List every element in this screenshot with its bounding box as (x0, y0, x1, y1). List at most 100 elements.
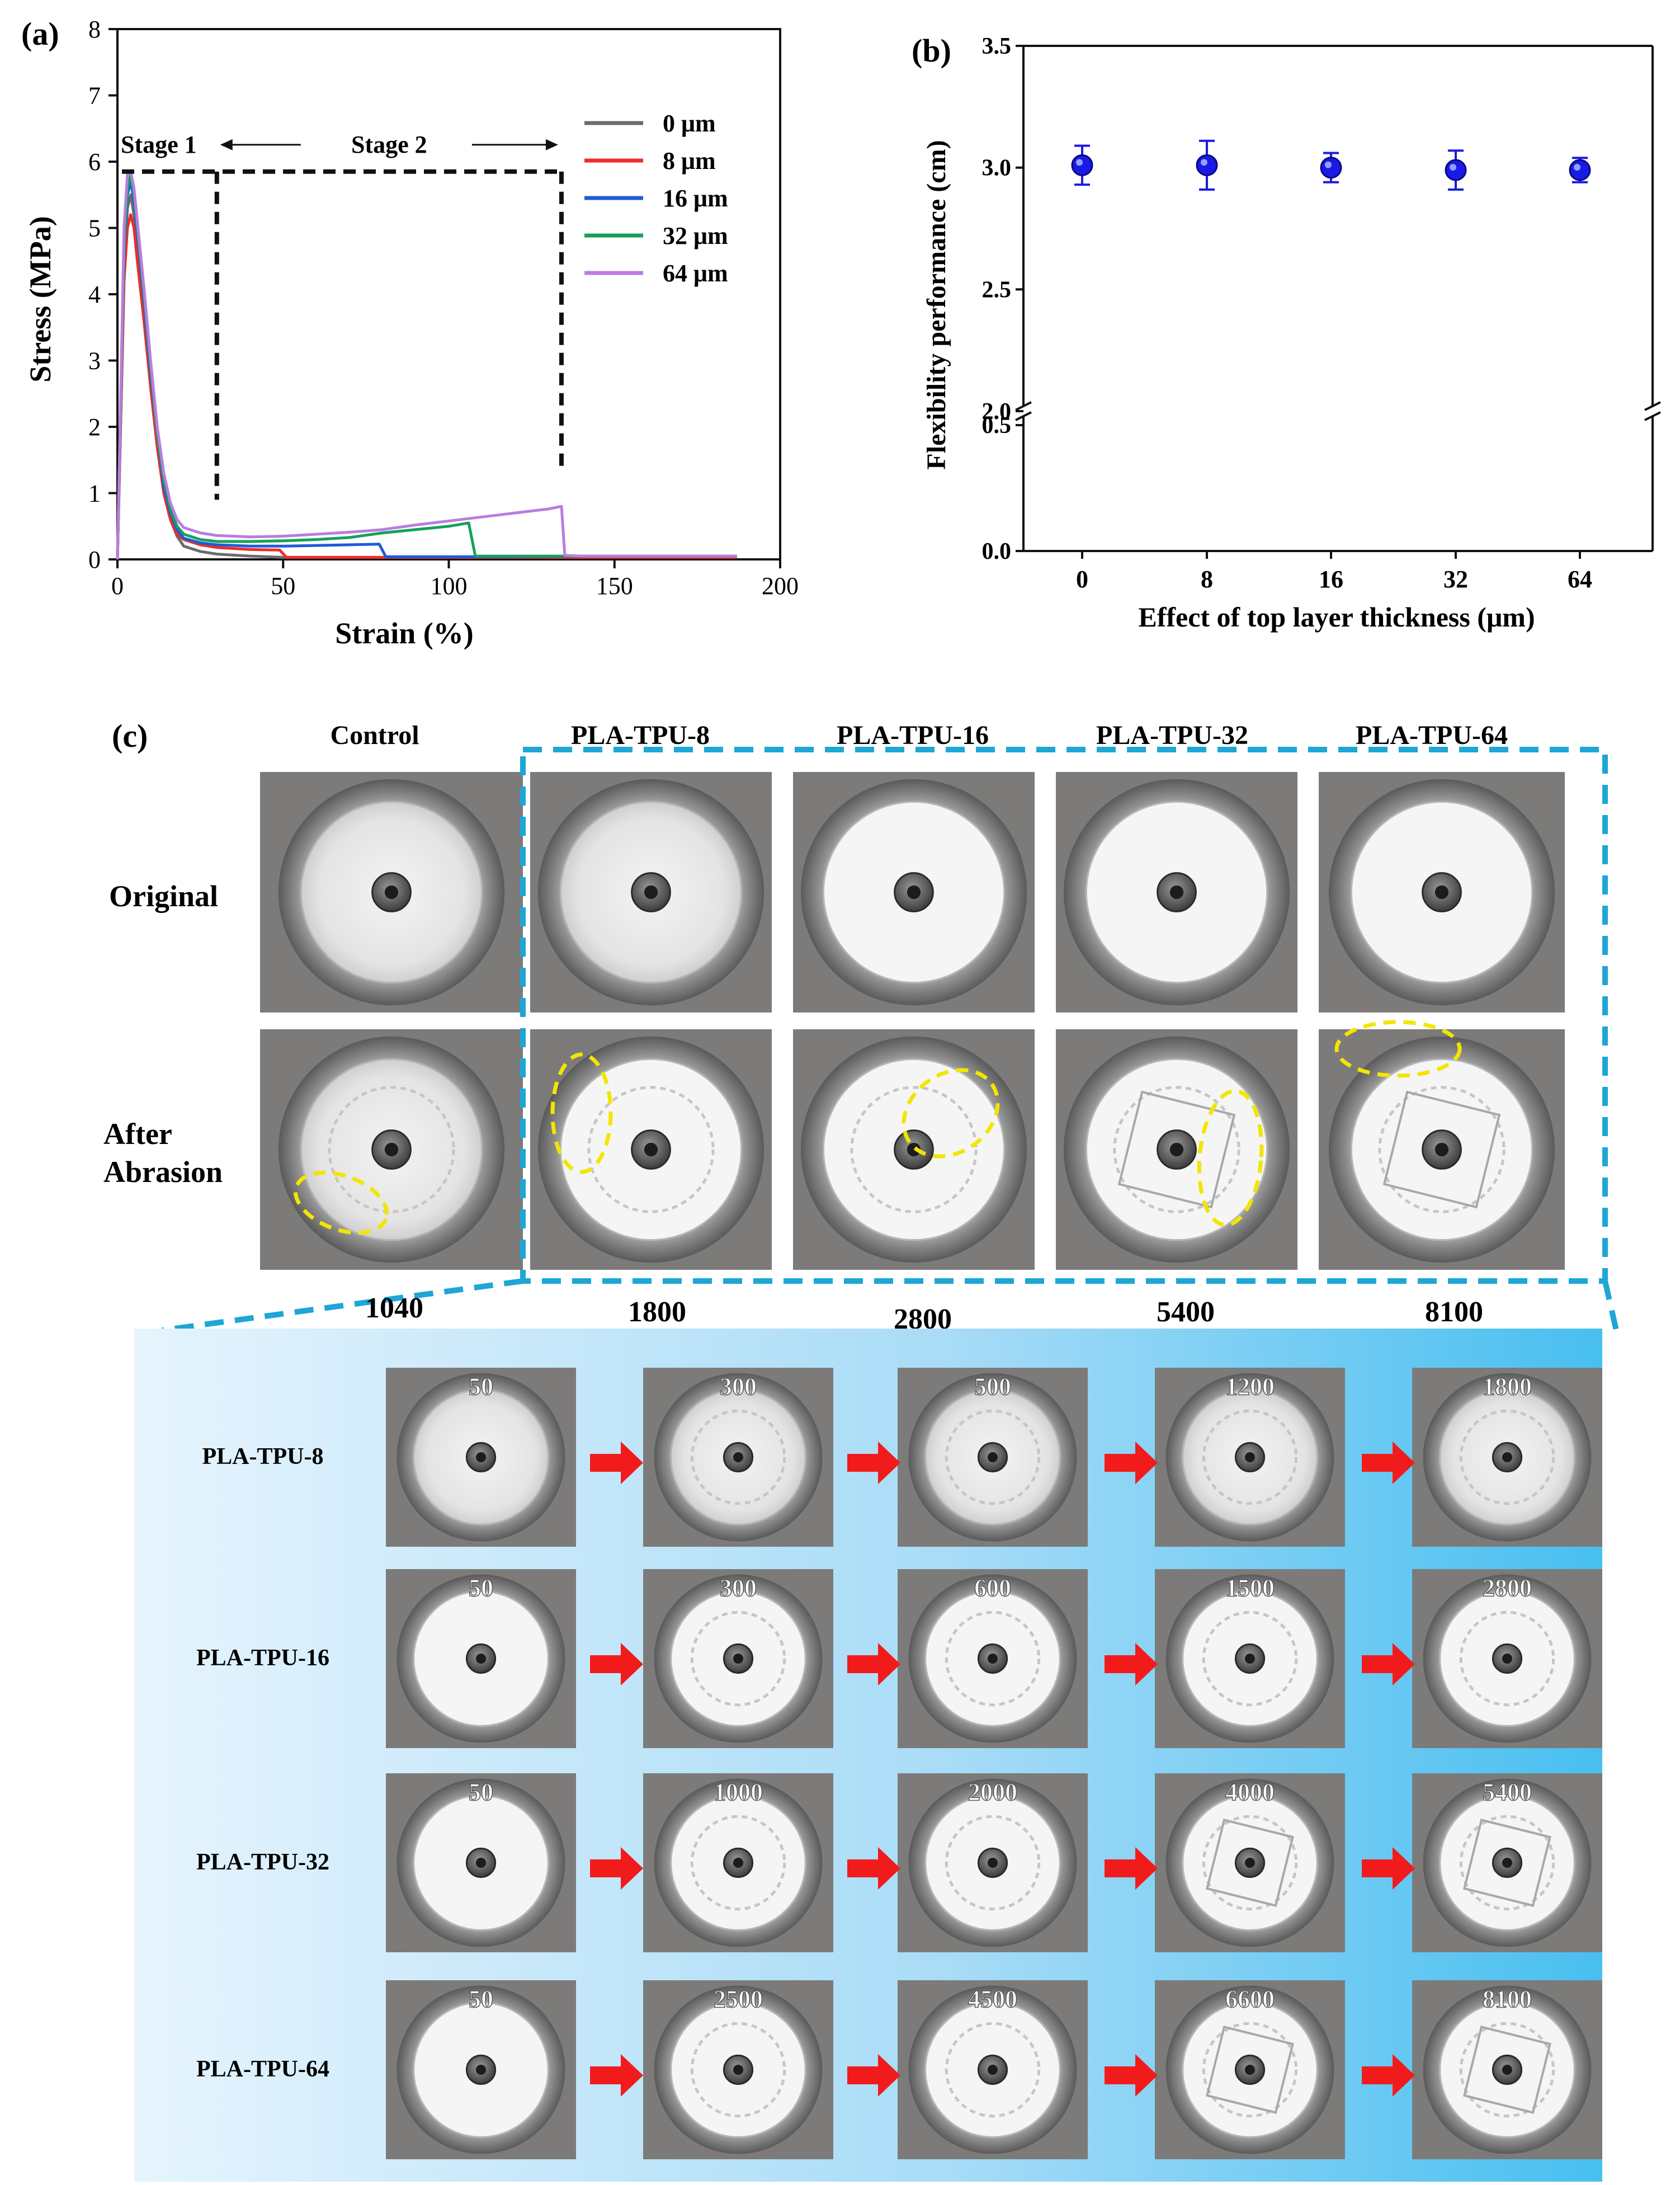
panel-c-column-header: PLA-TPU-64 (1356, 721, 1508, 750)
panel-a-y-tick-label: 8 (88, 16, 101, 43)
panel-a-series-line (116, 173, 737, 560)
panel-c-cycle-count: 500 (974, 1373, 1011, 1400)
sample-center-hole (1502, 1452, 1513, 1463)
sample-photo (1319, 772, 1565, 1013)
sample-wear-track (945, 1815, 1041, 1911)
panel-a-stress-strain-chart: (a) 0 50 100 150 200 0 1 2 3 4 5 6 7 8 Stage 1 Stage 2… (21, 16, 799, 650)
sample-center-hole (907, 885, 921, 900)
panel-b-y-tick-label: 2.0 (982, 399, 1012, 425)
panel-b-axis-break-mark (1015, 411, 1032, 421)
panel-a-series-line (116, 180, 737, 560)
panel-c-cycle-count: 6600 (1225, 1985, 1275, 2013)
panel-c-cycle-count: 50 (469, 1778, 493, 1806)
panel-c-abrasion-highlight (550, 1052, 613, 1174)
sample-wear-track (850, 1086, 978, 1213)
panel-c-row-label-line: Abrasion (103, 1155, 223, 1189)
panel-a-x-tick-label: 50 (271, 572, 295, 600)
panel-c-cycle-count: 1200 (1225, 1373, 1275, 1400)
panel-a-legend: 0 μm 8 μm 16 μm 32 μm 64 μm (584, 110, 728, 287)
sample-wear-track (1459, 2022, 1555, 2118)
panel-c-progression-arrow (590, 2054, 643, 2097)
panel-b-y-tick-label: 0.5 (982, 413, 1012, 439)
sample-center-hole (384, 1142, 399, 1157)
sample-center-hole (733, 2064, 744, 2075)
panel-a-legend-label: 64 μm (663, 260, 728, 287)
panel-b-data-point (1071, 154, 1093, 176)
panel-c-progression-arrow (847, 1442, 900, 1484)
sample-center-hole (644, 885, 658, 900)
sample-photo (260, 772, 523, 1013)
sample-photo (1412, 1368, 1602, 1547)
panel-c-cycle-count: 300 (720, 1574, 757, 1602)
sample-wear-track (945, 1611, 1041, 1707)
sample-wear-track (1202, 1611, 1298, 1707)
panel-b-x-axis-label: Effect of top layer thickness (μm) (1138, 601, 1535, 633)
panel-c-cycle-count: 50 (469, 1574, 493, 1602)
sample-center-hole (987, 1452, 998, 1463)
panel-c-cycle-count: 50 (469, 1373, 493, 1400)
sample-worn-film-edge (1206, 1819, 1294, 1907)
panel-c-abrasion-highlight (293, 1170, 389, 1235)
sample-center-hole (475, 2064, 487, 2075)
panel-c-progression-row-label: PLA-TPU-16 (196, 1645, 329, 1671)
panel-c-progression-row-label: PLA-TPU-32 (196, 1849, 329, 1875)
panel-c-abrasion-highlight (902, 1068, 1000, 1159)
sample-center-hole (475, 1452, 487, 1463)
panel-a-series-line (116, 193, 737, 560)
panel-c-cycle-count: 5400 (1483, 1778, 1532, 1806)
panel-c-abrasion-highlight (1334, 1020, 1462, 1078)
sample-center-hole (644, 1142, 658, 1157)
panel-c-cycle-count: 1800 (1483, 1373, 1532, 1400)
panel-b-data-point-highlight (1076, 159, 1083, 166)
panel-c-progression-arrow (590, 1847, 643, 1890)
sample-wear-track (690, 2022, 786, 2118)
sample-photo (898, 1980, 1088, 2159)
sample-photo (1412, 1773, 1602, 1952)
sample-worn-film-edge (1463, 1819, 1551, 1907)
sample-photo (898, 1368, 1088, 1547)
sample-center-hole (1502, 2064, 1513, 2075)
panel-a-y-tick-label: 3 (88, 347, 101, 375)
panel-c-progression-arrow (1105, 1847, 1158, 1890)
panel-a-y-tick-label: 0 (88, 546, 101, 573)
sample-wear-track (1378, 1086, 1506, 1213)
panel-c-zoom-line-left (162, 1278, 523, 1333)
panel-c-progression-arrow (1362, 1442, 1415, 1484)
panel-c-cycle-count: 1500 (1225, 1574, 1275, 1602)
sample-photo (1155, 1980, 1345, 2159)
sample-worn-film-edge (1206, 2026, 1294, 2114)
panel-a-label: (a) (21, 16, 59, 52)
panel-c-progression-arrow (1105, 1643, 1158, 1685)
sample-wear-track (1202, 1409, 1298, 1505)
panel-c-progression-row-label: PLA-TPU-64 (196, 2056, 329, 2082)
panel-b-x-tick-label: 0 (1076, 566, 1088, 593)
panel-a-y-tick-label: 2 (88, 413, 101, 441)
sample-center-hole (1434, 885, 1449, 900)
sample-photo (386, 1569, 576, 1748)
panel-a-legend-label: 8 μm (663, 147, 716, 175)
sample-center-hole (733, 1653, 744, 1664)
sample-center-hole (1244, 2064, 1256, 2075)
sample-wear-track (587, 1086, 715, 1213)
panel-c-progression-arrow (847, 1643, 900, 1685)
sample-wear-track (690, 1611, 786, 1707)
panel-a-series-line (116, 213, 737, 560)
panel-c-cycle-count: 2800 (1483, 1574, 1532, 1602)
panel-b-data-point (1445, 159, 1467, 181)
panel-c-progression-arrow (847, 1847, 900, 1890)
sample-wear-track (1113, 1086, 1240, 1213)
sample-center-hole (1502, 1857, 1513, 1868)
panel-b-points (1071, 139, 1591, 191)
sample-worn-film-edge (1117, 1090, 1236, 1209)
panel-b-y-tick-label: 3.0 (982, 156, 1012, 181)
panel-b-flexibility-chart: (b) 2.0 2.5 3.0 3.5 0.0 0.5 0 8 16 32 64 Effect of… (912, 32, 1661, 633)
panel-c-cycles-to-failure: 5400 (1157, 1296, 1215, 1328)
panel-a-stage2-label: Stage 2 (351, 131, 427, 158)
panel-c-cycles-to-failure: 8100 (1425, 1296, 1483, 1328)
panel-c-column-header: Control (330, 721, 419, 750)
panel-b-axis-break-mark (1015, 401, 1032, 411)
panel-c-progression-arrow (1105, 1442, 1158, 1484)
panel-b-axes (1015, 45, 1661, 552)
panel-c-progression-arrow (1362, 1643, 1415, 1685)
